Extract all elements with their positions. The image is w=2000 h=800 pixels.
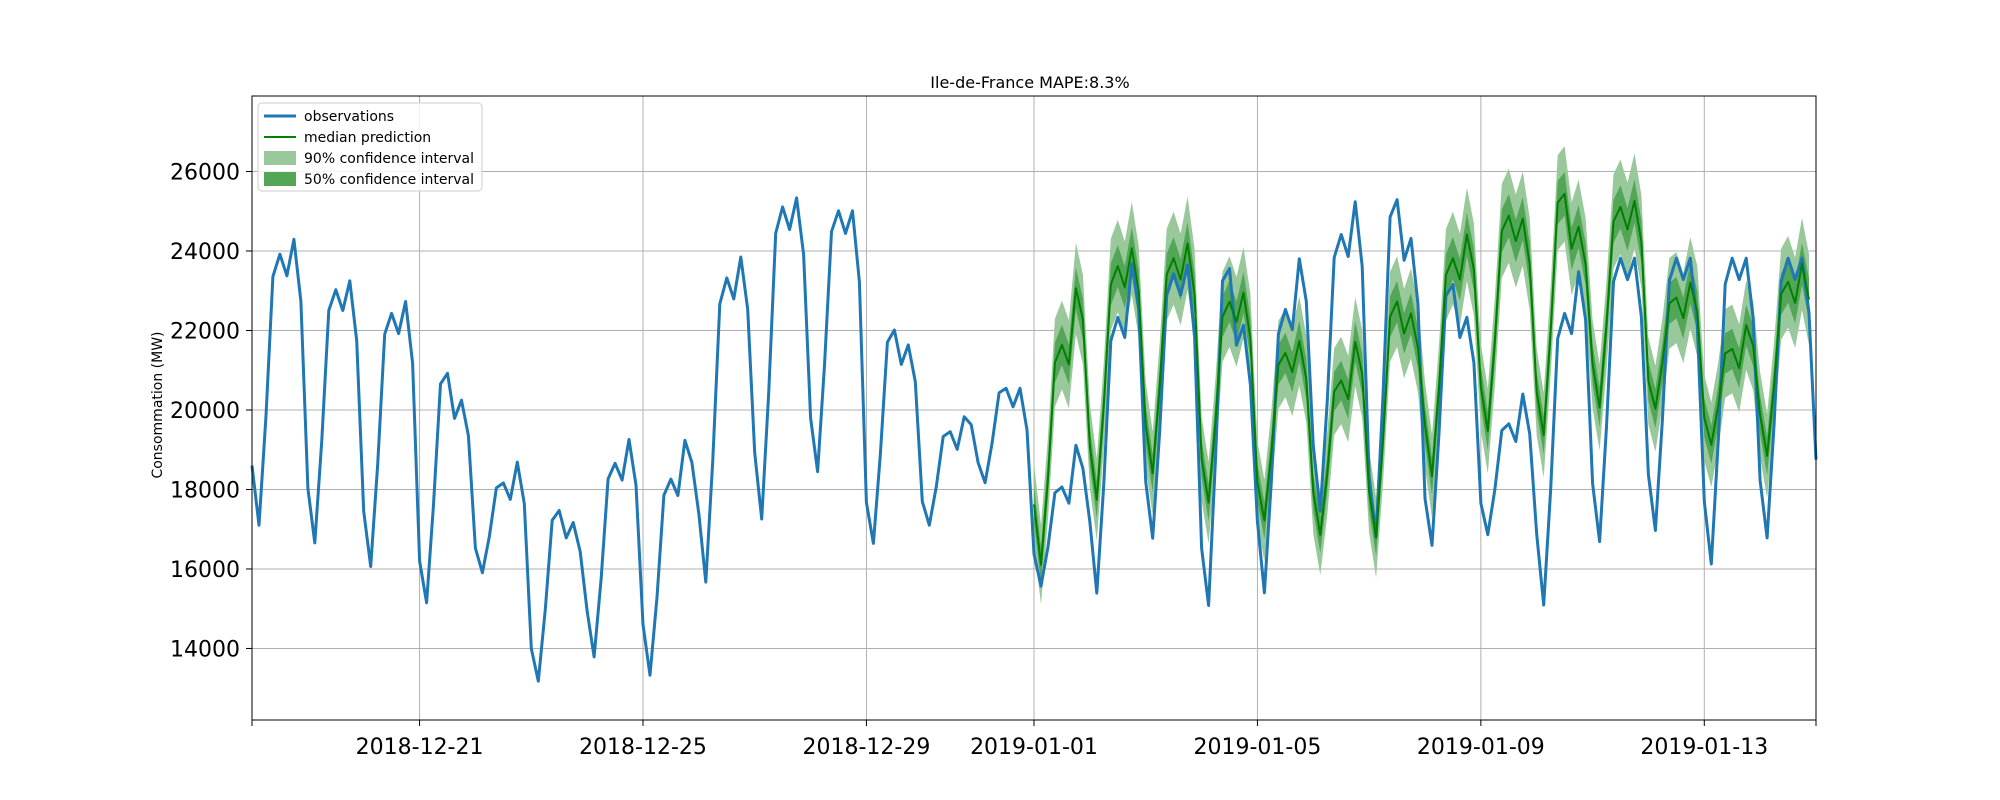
y-tick-label: 24000 <box>170 240 240 265</box>
observations-layer <box>250 196 1818 683</box>
x-tick-label: 2019-01-05 <box>1193 735 1321 760</box>
x-tick-label: 2019-01-01 <box>970 735 1098 760</box>
ticks-layer: 14000 16000 18000 20000 22000 24000 26000 2018-… <box>170 161 1817 760</box>
y-tick-label: 20000 <box>170 399 240 424</box>
legend-label: observations <box>304 109 394 125</box>
chart-title: Ile-de-France MAPE:8.3% <box>930 73 1129 92</box>
y-axis-label: Consommation (MW) <box>150 331 166 478</box>
legend-label: 90% confidence interval <box>304 151 474 167</box>
x-tick-label: 2019-01-09 <box>1417 735 1545 760</box>
y-tick-label: 14000 <box>170 637 240 662</box>
x-tick-label: 2018-12-29 <box>802 735 930 760</box>
legend-swatch <box>264 151 296 165</box>
x-tick-label: 2019-01-13 <box>1640 735 1768 760</box>
x-tick-label: 2018-12-25 <box>579 735 707 760</box>
median-prediction-line <box>1033 192 1810 566</box>
legend-swatch <box>264 172 296 186</box>
y-tick-label: 22000 <box>170 319 240 344</box>
legend-label: 50% confidence interval <box>304 172 474 188</box>
legend: observations median prediction 90% confide… <box>257 102 483 192</box>
y-tick-label: 18000 <box>170 478 240 503</box>
median-layer <box>1033 192 1810 566</box>
grid-layer <box>252 96 1816 720</box>
y-tick-label: 16000 <box>170 558 240 583</box>
x-tick-label: 2018-12-21 <box>356 735 484 760</box>
y-tick-label: 26000 <box>170 161 240 186</box>
legend-box <box>257 102 483 192</box>
observations-line <box>250 196 1818 683</box>
legend-label: median prediction <box>304 130 431 146</box>
